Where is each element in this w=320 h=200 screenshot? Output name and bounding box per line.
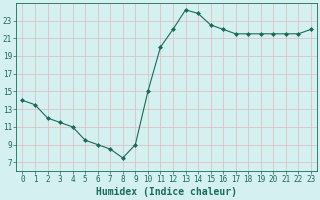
X-axis label: Humidex (Indice chaleur): Humidex (Indice chaleur)	[96, 187, 237, 197]
